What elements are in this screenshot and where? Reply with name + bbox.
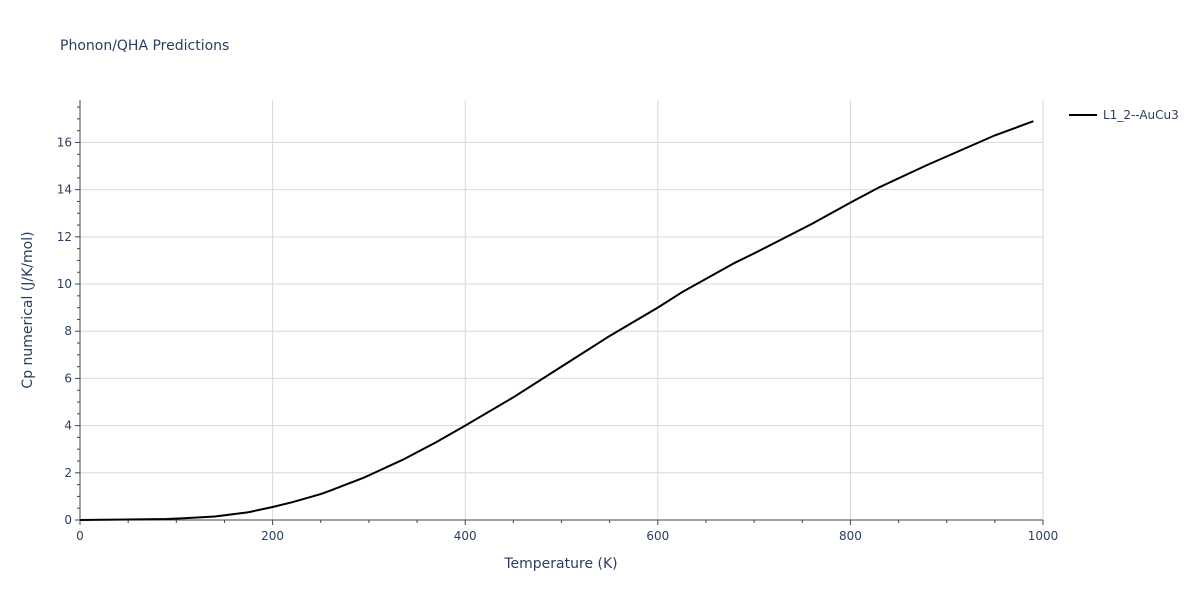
x-tick-label: 600: [646, 529, 669, 543]
y-tick-label: 6: [64, 371, 72, 385]
series-line: [79, 120, 1034, 521]
legend-label: L1_2--AuCu3: [1103, 108, 1179, 122]
grid: [80, 100, 1044, 520]
x-tick-label: 800: [839, 529, 862, 543]
series-layer: [79, 120, 1034, 521]
chart-title: Phonon/QHA Predictions: [60, 38, 229, 54]
y-tick-label: 14: [57, 183, 72, 197]
x-axis-title: Temperature (K): [503, 556, 617, 572]
legend[interactable]: L1_2--AuCu3: [1069, 108, 1179, 122]
y-tick-label: 16: [57, 135, 72, 149]
x-tick-label: 200: [261, 529, 284, 543]
y-tick-label: 2: [64, 466, 72, 480]
y-tick-label: 8: [64, 324, 72, 338]
y-tick-label: 10: [57, 277, 72, 291]
x-tick-label: 400: [454, 529, 477, 543]
axes: 0 200 400 600 800 1000 0 2 4 6 8 10 12 14 16: [57, 100, 1059, 543]
y-axis-title: Cp numerical (J/K/mol): [20, 231, 36, 388]
x-tick-label: 0: [76, 529, 84, 543]
y-tick-label: 4: [64, 419, 72, 433]
y-tick-label: 0: [64, 513, 72, 527]
y-tick-label: 12: [57, 230, 72, 244]
x-tick-label: 1000: [1028, 529, 1059, 543]
